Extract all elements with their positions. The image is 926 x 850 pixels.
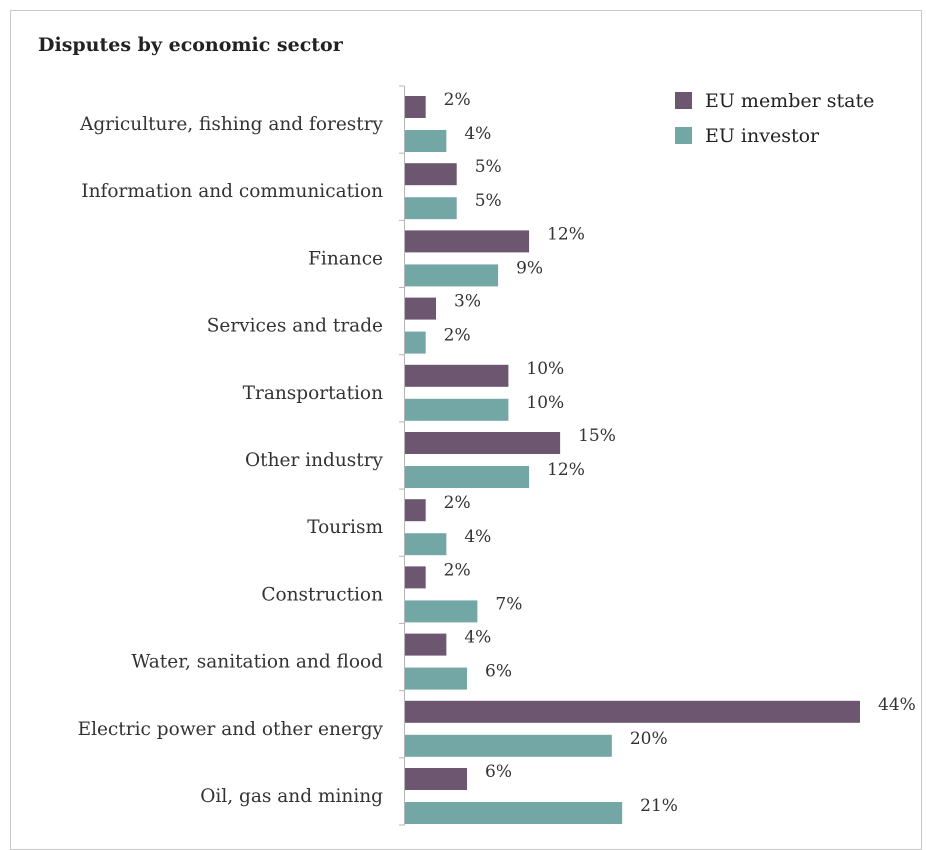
data-label: 6%: [485, 662, 512, 682]
bar-eu-member-state: [405, 432, 561, 454]
data-label: 44%: [878, 695, 916, 715]
bar-eu-member-state: [405, 700, 860, 723]
data-label: 9%: [516, 258, 543, 278]
category-label: Other industry: [245, 450, 384, 471]
bar-eu-investor: [405, 667, 468, 690]
data-label: 20%: [630, 729, 668, 749]
category-label: Information and communication: [81, 181, 383, 202]
bar-eu-member-state: [405, 633, 447, 656]
bar-eu-investor: [405, 734, 612, 757]
category-label: Transportation: [243, 383, 383, 404]
category-label: Electric power and other energy: [78, 719, 384, 740]
data-label: 15%: [578, 426, 616, 446]
bar-eu-investor: [405, 197, 457, 220]
bar-eu-member-state: [405, 297, 437, 320]
bar-eu-investor: [405, 264, 499, 287]
bar-eu-member-state: [405, 566, 426, 589]
data-label: 2%: [444, 90, 471, 110]
data-label: 5%: [475, 191, 502, 211]
data-label: 12%: [547, 460, 585, 480]
data-label: 4%: [464, 527, 491, 547]
data-label: 2%: [444, 560, 471, 580]
data-label: 4%: [464, 124, 491, 144]
category-label: Oil, gas and mining: [200, 786, 383, 807]
data-label: 5%: [475, 157, 502, 177]
category-label: Finance: [308, 248, 383, 269]
bar-eu-member-state: [405, 96, 426, 118]
data-label: 4%: [464, 628, 491, 648]
bar-eu-investor: [405, 398, 509, 421]
bar-eu-member-state: [405, 163, 457, 186]
data-label: 7%: [495, 594, 522, 614]
category-label: Tourism: [307, 517, 383, 538]
category-label: Water, sanitation and flood: [131, 652, 383, 673]
data-label: 6%: [485, 762, 512, 782]
legend-label: EU investor: [705, 125, 820, 147]
chart-title: Disputes by economic sector: [38, 34, 343, 56]
data-label: 2%: [444, 326, 471, 346]
data-label: 12%: [547, 224, 585, 244]
bar-eu-investor: [405, 331, 426, 354]
category-label: Services and trade: [207, 316, 383, 337]
bar-eu-investor: [405, 533, 447, 556]
data-label: 2%: [444, 493, 471, 513]
data-label: 10%: [526, 393, 564, 413]
bar-eu-member-state: [405, 768, 468, 790]
bar-eu-investor: [405, 130, 447, 152]
bar-eu-member-state: [405, 364, 509, 387]
bar-eu-investor: [405, 466, 530, 488]
category-label: Construction: [261, 584, 383, 605]
data-label: 3%: [454, 292, 481, 312]
legend-swatch: [675, 92, 692, 109]
legend-label: EU member state: [705, 90, 874, 112]
bar-eu-member-state: [405, 499, 426, 522]
bar-eu-investor: [405, 802, 623, 824]
data-label: 10%: [526, 359, 564, 379]
bar-eu-investor: [405, 600, 478, 623]
bar-eu-member-state: [405, 230, 530, 253]
data-label: 21%: [640, 796, 678, 816]
category-label: Agriculture, fishing and forestry: [79, 114, 384, 135]
legend-swatch: [675, 127, 692, 144]
